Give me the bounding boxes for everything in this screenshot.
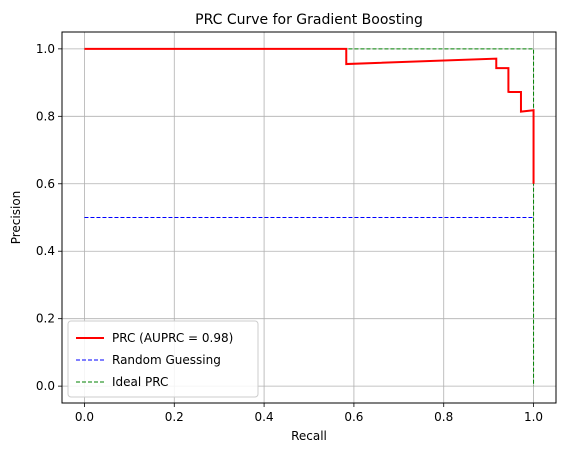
legend-label: PRC (AUPRC = 0.98) — [112, 331, 233, 345]
y-tick-label: 0.8 — [36, 109, 55, 123]
y-tick-label: 0.0 — [36, 379, 55, 393]
chart-title: PRC Curve for Gradient Boosting — [195, 12, 423, 28]
x-tick-label: 1.0 — [524, 410, 543, 424]
x-tick-label: 0.8 — [434, 410, 453, 424]
axis-ticks: 0.0 0.2 0.4 0.6 0.8 1.0 0.0 0.2 0.4 0.6 0.8 1.0 — [36, 42, 543, 424]
plot-frame — [61, 31, 557, 404]
legend: PRC (AUPRC = 0.98) Random Guessing Ideal P… — [67, 320, 259, 398]
series-line-ideal-prc — [84, 48, 535, 387]
y-tick-label: 0.6 — [36, 177, 55, 191]
legend-label: Ideal PRC — [112, 375, 168, 389]
y-tick-label: 1.0 — [36, 42, 55, 56]
legend-box — [67, 320, 259, 398]
series-line-prc — [84, 47, 535, 184]
y-tick-label: 0.4 — [36, 244, 55, 258]
x-tick-label: 0.4 — [255, 410, 274, 424]
legend-label: Random Guessing — [112, 353, 221, 367]
x-tick-label: 0.0 — [75, 410, 94, 424]
y-tick-label: 0.2 — [36, 312, 55, 326]
series-lines — [84, 47, 535, 387]
x-tick-label: 0.2 — [165, 410, 184, 424]
x-axis-label: Recall — [291, 429, 327, 443]
y-axis-label: Precision — [9, 191, 23, 245]
x-tick-label: 0.6 — [344, 410, 363, 424]
